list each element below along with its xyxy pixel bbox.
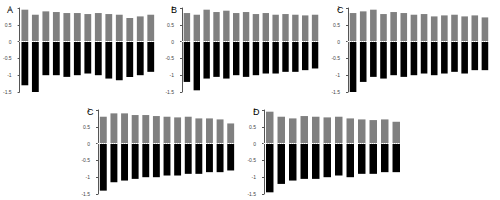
svg-text:0: 0 <box>253 141 256 147</box>
svg-text:C: C <box>87 107 94 117</box>
svg-text:-0.5: -0.5 <box>247 157 256 163</box>
svg-text:-1.5: -1.5 <box>165 89 174 95</box>
svg-text:-0.5: -0.5 <box>81 157 90 163</box>
svg-text:0: 0 <box>87 141 90 147</box>
svg-text:0.5: 0.5 <box>167 22 174 28</box>
svg-text:0: 0 <box>171 39 174 45</box>
svg-text:0.5: 0.5 <box>249 124 256 130</box>
svg-text:D: D <box>253 107 260 117</box>
svg-text:-1.5: -1.5 <box>247 191 256 197</box>
svg-text:-1: -1 <box>252 174 257 180</box>
svg-text:-0.5: -0.5 <box>3 55 12 61</box>
svg-text:-1: -1 <box>336 72 341 78</box>
svg-text:0: 0 <box>337 39 340 45</box>
svg-text:-1: -1 <box>170 72 175 78</box>
svg-text:-0.5: -0.5 <box>165 55 174 61</box>
svg-text:0.5: 0.5 <box>5 22 12 28</box>
svg-text:-0.5: -0.5 <box>331 55 340 61</box>
svg-text:-1.5: -1.5 <box>3 89 12 95</box>
svg-text:B: B <box>171 5 177 15</box>
svg-text:A: A <box>7 5 13 15</box>
svg-text:0: 0 <box>9 39 12 45</box>
svg-text:-1.5: -1.5 <box>81 191 90 197</box>
svg-text:-1: -1 <box>7 72 12 78</box>
svg-text:-1.5: -1.5 <box>331 89 340 95</box>
svg-text:C: C <box>337 5 344 15</box>
svg-text:0.5: 0.5 <box>83 124 90 130</box>
svg-text:-1: -1 <box>86 174 91 180</box>
svg-text:0.5: 0.5 <box>333 22 340 28</box>
